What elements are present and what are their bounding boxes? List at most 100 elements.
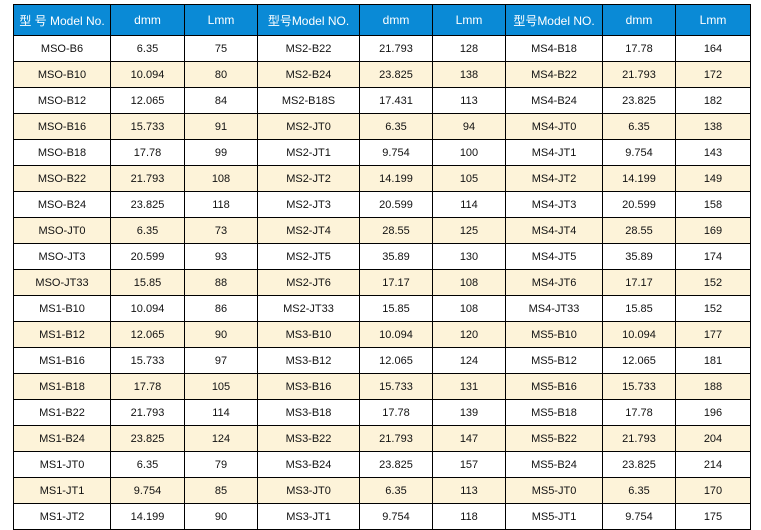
cell-lmm: 128	[432, 35, 506, 62]
model-spec-table: 型 号 Model No. dmm Lmm 型号Model NO. dmm Lmm 型号Mo…	[13, 4, 751, 530]
cell-lmm: 152	[675, 295, 751, 322]
cell-lmm: 84	[184, 87, 258, 114]
cell-dmm: 17.78	[602, 399, 676, 426]
cell-model-no: MS1-B10	[13, 295, 111, 322]
cell-lmm: 157	[432, 451, 506, 478]
cell-lmm: 124	[184, 425, 258, 452]
table-row: MSO-B6 6.35 75 MS2-B22 21.793 128 MS4-B18 17.78…	[13, 35, 751, 62]
cell-model-no: MS3-JT1	[257, 503, 360, 530]
cell-dmm: 20.599	[602, 191, 676, 218]
cell-dmm: 10.094	[602, 321, 676, 348]
cell-dmm: 17.17	[359, 269, 433, 296]
cell-dmm: 15.733	[602, 373, 676, 400]
cell-model-no: MSO-B6	[13, 35, 111, 62]
cell-lmm: 177	[675, 321, 751, 348]
cell-dmm: 9.754	[602, 503, 676, 530]
cell-lmm: 172	[675, 61, 751, 88]
cell-lmm: 158	[675, 191, 751, 218]
cell-lmm: 108	[432, 295, 506, 322]
cell-model-no: MS4-JT0	[505, 113, 603, 140]
cell-lmm: 138	[675, 113, 751, 140]
cell-model-no: MS1-B18	[13, 373, 111, 400]
cell-lmm: 79	[184, 451, 258, 478]
cell-lmm: 88	[184, 269, 258, 296]
cell-lmm: 182	[675, 87, 751, 114]
cell-lmm: 105	[432, 165, 506, 192]
cell-dmm: 6.35	[110, 217, 185, 244]
cell-model-no: MS4-JT33	[505, 295, 603, 322]
cell-dmm: 23.825	[110, 191, 185, 218]
cell-lmm: 105	[184, 373, 258, 400]
table-row: MSO-B16 15.733 91 MS2-JT0 6.35 94 MS4-JT0 6.35 1…	[13, 113, 751, 140]
cell-dmm: 21.793	[359, 425, 433, 452]
cell-dmm: 17.431	[359, 87, 433, 114]
cell-dmm: 23.825	[602, 87, 676, 114]
cell-model-no: MS1-B16	[13, 347, 111, 374]
cell-dmm: 23.825	[359, 451, 433, 478]
cell-lmm: 100	[432, 139, 506, 166]
cell-lmm: 99	[184, 139, 258, 166]
table-row: MSO-JT0 6.35 73 MS2-JT4 28.55 125 MS4-JT4 28.55…	[13, 217, 751, 244]
cell-dmm: 15.733	[110, 347, 185, 374]
cell-lmm: 196	[675, 399, 751, 426]
cell-lmm: 114	[432, 191, 506, 218]
cell-lmm: 170	[675, 477, 751, 504]
cell-lmm: 108	[432, 269, 506, 296]
table-row: MS1-JT2 14.199 90 MS3-JT1 9.754 118 MS5-JT1 9.7…	[13, 503, 751, 530]
cell-model-no: MSO-JT0	[13, 217, 111, 244]
cell-model-no: MS5-B24	[505, 451, 603, 478]
cell-dmm: 17.78	[110, 373, 185, 400]
table-row: MSO-B10 10.094 80 MS2-B24 23.825 138 MS4-B22 21…	[13, 61, 751, 88]
cell-dmm: 20.599	[359, 191, 433, 218]
cell-dmm: 23.825	[110, 425, 185, 452]
cell-lmm: 124	[432, 347, 506, 374]
cell-lmm: 73	[184, 217, 258, 244]
cell-lmm: 138	[432, 61, 506, 88]
cell-model-no: MSO-B22	[13, 165, 111, 192]
cell-dmm: 10.094	[110, 61, 185, 88]
column-header-model-no: 型号Model NO.	[257, 4, 360, 36]
cell-dmm: 6.35	[110, 451, 185, 478]
cell-dmm: 35.89	[602, 243, 676, 270]
cell-lmm: 147	[432, 425, 506, 452]
cell-dmm: 15.85	[602, 295, 676, 322]
cell-model-no: MS3-B12	[257, 347, 360, 374]
cell-lmm: 125	[432, 217, 506, 244]
table-row: MSO-B12 12.065 84 MS2-B18S 17.431 113 MS4-B24 2…	[13, 87, 751, 114]
cell-model-no: MS1-B12	[13, 321, 111, 348]
cell-model-no: MS1-B24	[13, 425, 111, 452]
cell-model-no: MS3-B24	[257, 451, 360, 478]
cell-lmm: 90	[184, 503, 258, 530]
cell-model-no: MS2-B18S	[257, 87, 360, 114]
column-header-lmm: Lmm	[184, 4, 258, 36]
cell-dmm: 12.065	[359, 347, 433, 374]
cell-lmm: 113	[432, 477, 506, 504]
cell-lmm: 85	[184, 477, 258, 504]
column-header-lmm: Lmm	[675, 4, 751, 36]
cell-lmm: 175	[675, 503, 751, 530]
cell-model-no: MS5-B16	[505, 373, 603, 400]
cell-lmm: 174	[675, 243, 751, 270]
cell-model-no: MS4-JT6	[505, 269, 603, 296]
table-row: MSO-B24 23.825 118 MS2-JT3 20.599 114 MS4-JT3 2…	[13, 191, 751, 218]
cell-model-no: MSO-B10	[13, 61, 111, 88]
table-row: MS1-B22 21.793 114 MS3-B18 17.78 139 MS5-B18 17…	[13, 399, 751, 426]
cell-model-no: MS3-B22	[257, 425, 360, 452]
cell-model-no: MS2-JT0	[257, 113, 360, 140]
cell-model-no: MS4-JT5	[505, 243, 603, 270]
cell-lmm: 149	[675, 165, 751, 192]
cell-model-no: MS2-JT33	[257, 295, 360, 322]
cell-model-no: MS3-JT0	[257, 477, 360, 504]
cell-model-no: MS5-B22	[505, 425, 603, 452]
cell-lmm: 118	[184, 191, 258, 218]
cell-model-no: MSO-JT33	[13, 269, 111, 296]
cell-dmm: 23.825	[602, 451, 676, 478]
table-row: MSO-JT3 20.599 93 MS2-JT5 35.89 130 MS4-JT5 35.…	[13, 243, 751, 270]
cell-model-no: MSO-B12	[13, 87, 111, 114]
cell-dmm: 6.35	[359, 113, 433, 140]
table-row: MS1-JT0 6.35 79 MS3-B24 23.825 157 MS5-B24 23.8…	[13, 451, 751, 478]
cell-dmm: 9.754	[602, 139, 676, 166]
table-row: MSO-JT33 15.85 88 MS2-JT6 17.17 108 MS4-JT6 17.…	[13, 269, 751, 296]
cell-dmm: 10.094	[110, 295, 185, 322]
cell-lmm: 143	[675, 139, 751, 166]
